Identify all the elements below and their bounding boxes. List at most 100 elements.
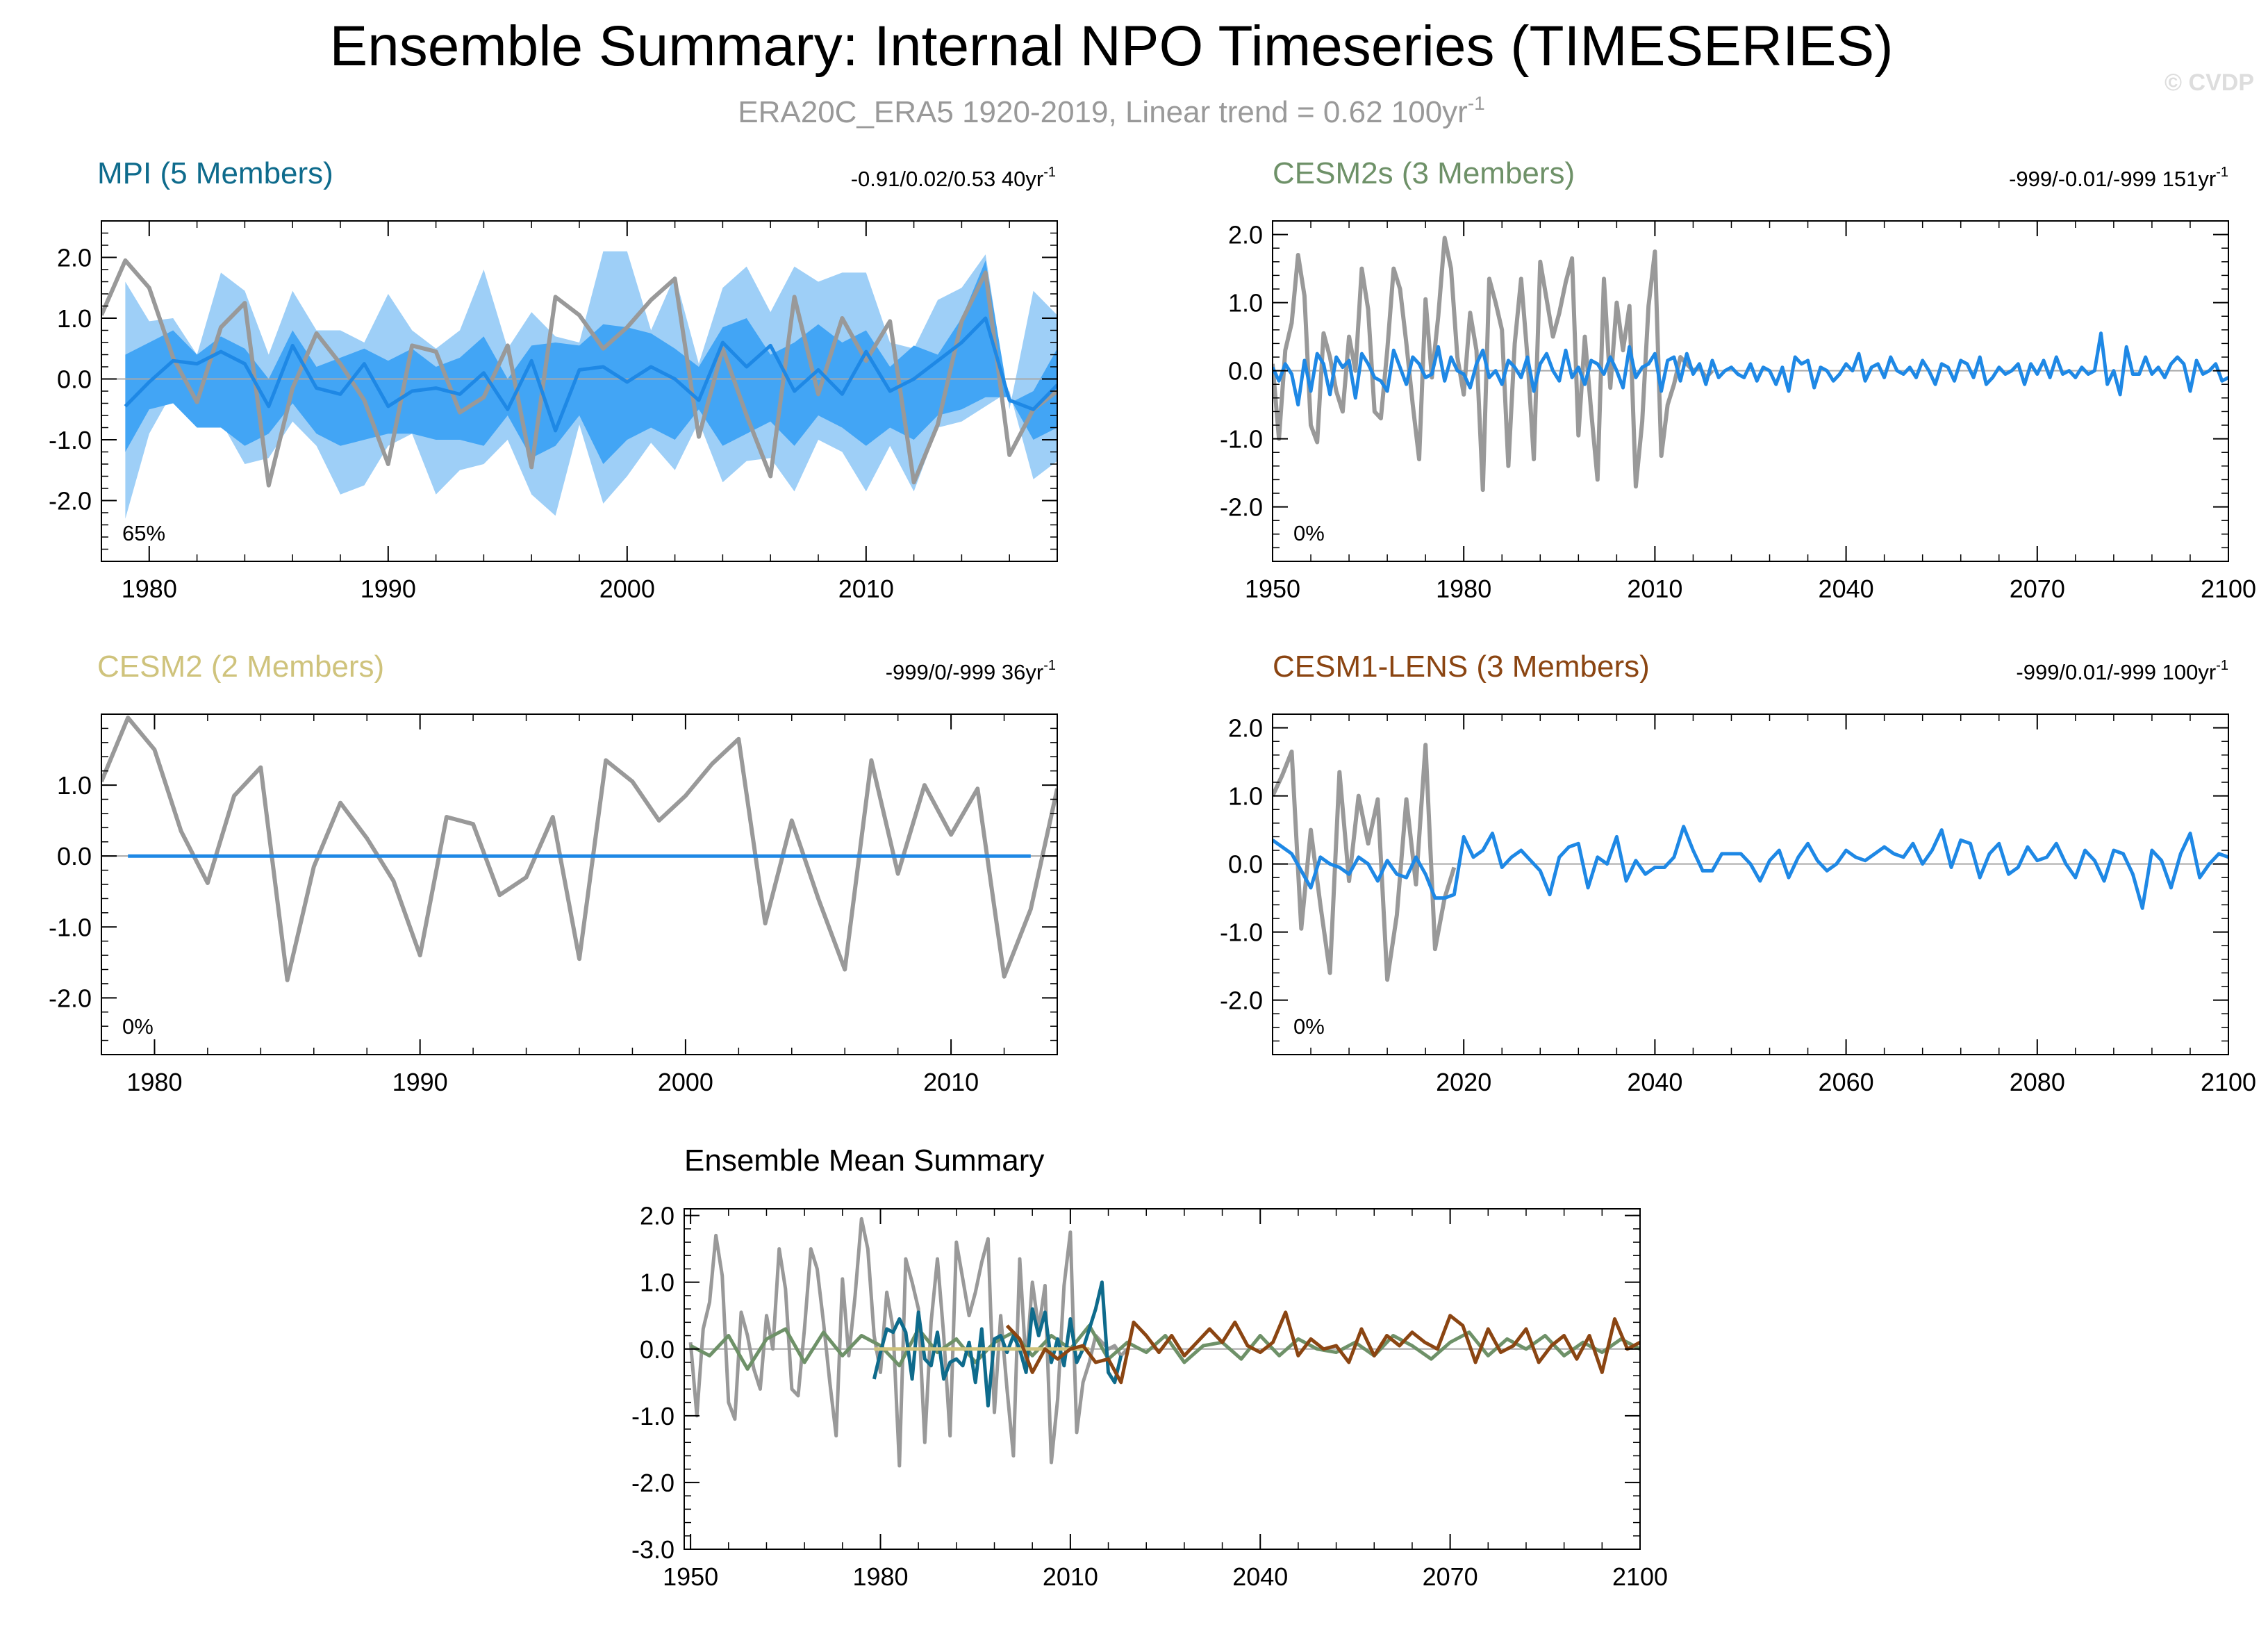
watermark: © CVDP	[2164, 69, 2254, 96]
y-tick-label: 0.0	[640, 1335, 674, 1364]
series-line-observations	[688, 1216, 1129, 1468]
observations-line-mpi	[101, 258, 1057, 488]
percent-label: 0%	[122, 1014, 154, 1039]
observations-line-cesm2	[101, 716, 1057, 982]
x-tick-label: 1980	[852, 1562, 908, 1591]
y-tick-label: 1.0	[57, 771, 92, 800]
y-tick-label: -2.0	[631, 1469, 674, 1497]
y-tick-label: -2.0	[1220, 493, 1263, 522]
panel-summary-title: Ensemble Mean Summary	[684, 1144, 1044, 1178]
percent-label: 0%	[1293, 521, 1325, 545]
ensemble-mean-line-mpi	[124, 316, 1057, 433]
x-tick-label: 2100	[2201, 575, 2256, 603]
ensemble-mean-line-cesm2s	[1273, 331, 2228, 407]
page-title: Ensemble Summary: Internal NPO Timeserie…	[329, 15, 1893, 78]
plot-area-cesm2s: 2.0 1.0 0.0 -1.0 -2.0 1950 1980 2010 2040 2070 210…	[1220, 220, 2256, 603]
x-tick-label: 2010	[923, 1068, 979, 1096]
panel-cesm2s-stats: -999/-0.01/-999 151yr-1	[2009, 165, 2228, 191]
plot-clip-cesm2	[101, 716, 1057, 982]
x-tick-label: 1950	[1245, 575, 1300, 603]
y-tick-label: -2.0	[49, 984, 92, 1012]
x-tick-label: 2040	[1627, 1068, 1682, 1096]
x-tick-label: 2010	[838, 575, 894, 603]
y-tick-label: 2.0	[640, 1202, 674, 1230]
panel-cesm1-lens: CESM1-LENS (3 Members) -999/0.01/-999 10…	[1220, 650, 2256, 1096]
panel-cesm2-title: CESM2 (2 Members)	[97, 650, 384, 684]
y-tick-label: 1.0	[1228, 289, 1263, 317]
percent-label: 0%	[1293, 1014, 1325, 1039]
plot-frame-cesm2	[101, 713, 1058, 1055]
series-line-cesm1_lens	[1005, 1310, 1640, 1385]
panel-cesm2-stats-sup: -1	[1043, 658, 1056, 673]
panel-mpi-stats: -0.91/0.02/0.53 40yr-1	[851, 165, 1056, 191]
plot-area-cesm2: 1.0 0.0 -1.0 -2.0 1980 1990 2000 2010 0%	[49, 713, 1058, 1096]
x-tick-label: 1980	[126, 1068, 182, 1096]
x-tick-label: 2070	[2010, 575, 2065, 603]
y-tick-label: 2.0	[57, 244, 92, 272]
observations-line-cesm1_lens	[1273, 743, 1457, 982]
y-tick-label: 0.0	[57, 842, 92, 870]
panel-cesm2s: CESM2s (3 Members) -999/-0.01/-999 151yr…	[1220, 156, 2256, 603]
x-tick-label: 2040	[1232, 1562, 1288, 1591]
y-tick-label: 2.0	[1228, 221, 1263, 249]
x-tick-label: 2070	[1423, 1562, 1478, 1591]
spread-inner-mpi	[125, 260, 1057, 464]
panel-cesm2-stats-text: -999/0/-999 36yr	[886, 660, 1043, 684]
panel-cesm2-stats: -999/0/-999 36yr-1	[886, 658, 1056, 684]
panel-mpi-stats-text: -0.91/0.02/0.53 40yr	[851, 167, 1043, 191]
panel-mpi-stats-sup: -1	[1043, 165, 1056, 180]
x-tick-label: 1950	[663, 1562, 718, 1591]
y-tick-label: 1.0	[1228, 782, 1263, 811]
x-tick-label: 2010	[1043, 1562, 1098, 1591]
x-tick-label: 2000	[658, 1068, 713, 1096]
panel-cesm1-lens-stats-sup: -1	[2216, 658, 2228, 673]
y-tick-label: -1.0	[49, 913, 92, 941]
x-tick-label: 1980	[122, 575, 177, 603]
panel-cesm2s-stats-text: -999/-0.01/-999 151yr	[2009, 167, 2216, 191]
y-tick-label: 1.0	[640, 1269, 674, 1297]
plot-clip-mpi	[101, 251, 1057, 519]
plot-clip-cesm2s	[1273, 236, 2228, 493]
plot-clip-summary	[684, 1216, 1640, 1468]
x-tick-label: 1990	[361, 575, 416, 603]
panel-cesm2s-title: CESM2s (3 Members)	[1273, 156, 1575, 190]
observations-line-cesm2s	[1273, 236, 1714, 493]
x-tick-label: 2040	[1819, 575, 1874, 603]
panel-cesm1-lens-stats-text: -999/0.01/-999 100yr	[2016, 660, 2216, 684]
plot-clip-cesm1_lens	[1273, 743, 2228, 982]
subtitle-text: ERA20C_ERA5 1920-2019, Linear trend = 0.…	[738, 95, 1468, 129]
x-tick-label: 1980	[1436, 575, 1491, 603]
y-tick-label: -3.0	[631, 1535, 674, 1564]
panel-cesm1-lens-title: CESM1-LENS (3 Members)	[1273, 650, 1650, 684]
series-line-mpi	[872, 1280, 1123, 1408]
subtitle-superscript: -1	[1468, 92, 1485, 114]
panel-mpi: MPI (5 Members) -0.91/0.02/0.53 40yr-1 2…	[49, 156, 1058, 603]
y-tick-label: 2.0	[1228, 714, 1263, 743]
y-tick-label: -1.0	[1220, 918, 1263, 947]
y-tick-label: 0.0	[1228, 850, 1263, 879]
ensemble-mean-line-cesm1_lens	[1273, 825, 2228, 910]
y-tick-label: -1.0	[1220, 425, 1263, 454]
y-tick-label: 0.0	[1228, 357, 1263, 386]
x-tick-label: 2010	[1627, 575, 1682, 603]
percent-label: 65%	[122, 521, 165, 545]
panel-mpi-title: MPI (5 Members)	[97, 156, 333, 190]
plot-area-cesm1-lens: 2.0 1.0 0.0 -1.0 -2.0 2020 2040 2060 2080 2100 0%	[1220, 713, 2256, 1096]
x-tick-label: 2060	[1819, 1068, 1874, 1096]
plot-frame-cesm1_lens	[1272, 713, 2229, 1055]
plot-frame-cesm2s	[1272, 220, 2229, 562]
plot-area-mpi: 2.0 1.0 0.0 -1.0 -2.0 1980 1990 2000 2010 65%	[49, 220, 1058, 603]
x-tick-label: 2020	[1436, 1068, 1491, 1096]
y-tick-label: 0.0	[57, 365, 92, 394]
y-tick-label: -2.0	[1220, 987, 1263, 1015]
y-tick-label: -1.0	[631, 1402, 674, 1430]
x-tick-label: 2000	[599, 575, 655, 603]
page-subtitle: ERA20C_ERA5 1920-2019, Linear trend = 0.…	[738, 92, 1485, 129]
panel-summary: Ensemble Mean Summary 2.0 1.0 0.0 -1.0 -2.0 -…	[631, 1144, 1668, 1591]
x-tick-label: 2100	[1612, 1562, 1668, 1591]
x-tick-label: 2080	[2010, 1068, 2065, 1096]
y-tick-label: -1.0	[49, 426, 92, 454]
panel-cesm2: CESM2 (2 Members) -999/0/-999 36yr-1 1.0…	[49, 650, 1058, 1096]
